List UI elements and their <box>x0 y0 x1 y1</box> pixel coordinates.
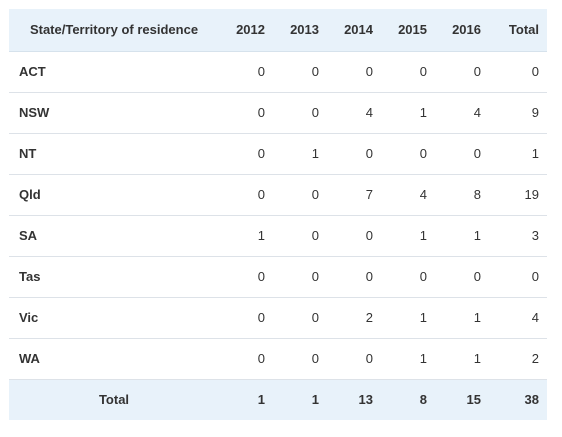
header-2014: 2014 <box>327 9 381 52</box>
table-row: WA 0 0 0 1 1 2 <box>9 338 547 380</box>
cell-2016: 0 <box>435 51 489 93</box>
cell-2016: 0 <box>435 256 489 298</box>
cell-2012: 0 <box>219 51 273 93</box>
table-row: Tas 0 0 0 0 0 0 <box>9 256 547 298</box>
cell-2016: 1 <box>435 215 489 257</box>
cell-2014: 4 <box>327 92 381 134</box>
cell-total: 0 <box>489 51 547 93</box>
cell-total: 4 <box>489 297 547 339</box>
table-row: NSW 0 0 4 1 4 9 <box>9 92 547 134</box>
cell-2013: 0 <box>273 174 327 216</box>
header-state: State/Territory of residence <box>9 9 219 52</box>
cell-2013: 0 <box>273 215 327 257</box>
total-2014: 13 <box>327 379 381 420</box>
state-name: SA <box>9 215 219 257</box>
table-row: Qld 0 0 7 4 8 19 <box>9 174 547 216</box>
cell-2013: 0 <box>273 51 327 93</box>
cell-2012: 1 <box>219 215 273 257</box>
cell-2014: 7 <box>327 174 381 216</box>
cell-2012: 0 <box>219 297 273 339</box>
cell-2014: 0 <box>327 133 381 175</box>
cell-2014: 0 <box>327 215 381 257</box>
cell-2015: 4 <box>381 174 435 216</box>
totals-row: Total 1 1 13 8 15 38 <box>9 379 547 420</box>
state-name: WA <box>9 338 219 380</box>
data-table: State/Territory of residence 2012 2013 2… <box>9 9 547 420</box>
cell-2014: 0 <box>327 51 381 93</box>
grand-total: 38 <box>489 379 547 420</box>
state-name: Tas <box>9 256 219 298</box>
cell-total: 2 <box>489 338 547 380</box>
header-2015: 2015 <box>381 9 435 52</box>
header-2013: 2013 <box>273 9 327 52</box>
state-name: ACT <box>9 51 219 93</box>
cell-2016: 8 <box>435 174 489 216</box>
state-name: Qld <box>9 174 219 216</box>
cell-2015: 0 <box>381 51 435 93</box>
header-2016: 2016 <box>435 9 489 52</box>
cell-total: 19 <box>489 174 547 216</box>
cell-2014: 0 <box>327 256 381 298</box>
cell-2015: 1 <box>381 92 435 134</box>
total-2013: 1 <box>273 379 327 420</box>
table-row: ACT 0 0 0 0 0 0 <box>9 51 547 93</box>
cell-total: 1 <box>489 133 547 175</box>
table-header: State/Territory of residence 2012 2013 2… <box>9 9 547 52</box>
cell-2013: 0 <box>273 92 327 134</box>
cell-total: 9 <box>489 92 547 134</box>
header-2012: 2012 <box>219 9 273 52</box>
table-body: ACT 0 0 0 0 0 0 NSW 0 0 4 1 4 9 NT 0 1 0… <box>9 51 547 380</box>
total-2015: 8 <box>381 379 435 420</box>
table-footer: Total 1 1 13 8 15 38 <box>9 379 547 420</box>
cell-2015: 0 <box>381 133 435 175</box>
cell-2012: 0 <box>219 92 273 134</box>
cell-2012: 0 <box>219 256 273 298</box>
state-name: NSW <box>9 92 219 134</box>
state-name: NT <box>9 133 219 175</box>
cell-2016: 1 <box>435 297 489 339</box>
cell-2015: 1 <box>381 338 435 380</box>
header-total: Total <box>489 9 547 52</box>
cell-2013: 0 <box>273 256 327 298</box>
total-2012: 1 <box>219 379 273 420</box>
cell-2014: 2 <box>327 297 381 339</box>
cell-2016: 1 <box>435 338 489 380</box>
cell-2012: 0 <box>219 133 273 175</box>
table-row: SA 1 0 0 1 1 3 <box>9 215 547 257</box>
cell-2013: 0 <box>273 338 327 380</box>
cell-2012: 0 <box>219 338 273 380</box>
total-2016: 15 <box>435 379 489 420</box>
cell-2015: 1 <box>381 215 435 257</box>
table-row: Vic 0 0 2 1 1 4 <box>9 297 547 339</box>
table-row: NT 0 1 0 0 0 1 <box>9 133 547 175</box>
state-name: Vic <box>9 297 219 339</box>
cell-total: 0 <box>489 256 547 298</box>
cell-2016: 4 <box>435 92 489 134</box>
header-row: State/Territory of residence 2012 2013 2… <box>9 9 547 52</box>
cell-2014: 0 <box>327 338 381 380</box>
cell-2015: 0 <box>381 256 435 298</box>
cell-2013: 1 <box>273 133 327 175</box>
cell-2016: 0 <box>435 133 489 175</box>
cell-2013: 0 <box>273 297 327 339</box>
cell-2012: 0 <box>219 174 273 216</box>
totals-label: Total <box>9 379 219 420</box>
cell-total: 3 <box>489 215 547 257</box>
cell-2015: 1 <box>381 297 435 339</box>
